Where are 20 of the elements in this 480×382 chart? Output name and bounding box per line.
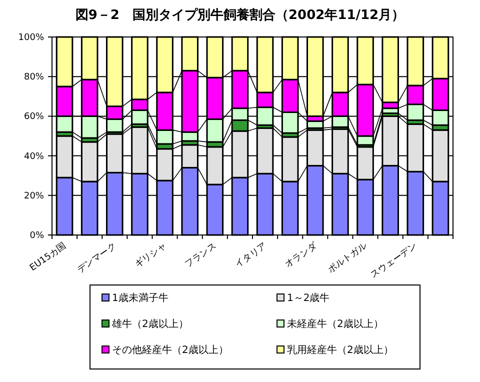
xtick: スウェーデン xyxy=(369,241,420,280)
legend-label: 1歳未満子牛 xyxy=(112,293,168,304)
xtick: イタリア xyxy=(234,241,269,270)
legend-label: 雄牛（2歳以上） xyxy=(112,319,188,330)
legend-label: その他経産牛（2歳以上） xyxy=(112,345,228,356)
xtick: デンマーク xyxy=(76,241,118,276)
legend-label: 乳用経産牛（2歳以上） xyxy=(287,345,394,356)
xtick: ポルトガル xyxy=(326,241,369,276)
legend-label: 未経産牛（2歳以上） xyxy=(287,319,384,330)
ytick: 100% xyxy=(18,33,44,43)
title: 図9－2 国別タイプ別牛飼養割合（2002年11/12月） xyxy=(75,8,405,23)
ytick: 60% xyxy=(24,112,44,122)
legend-label: 1～2歳牛 xyxy=(287,293,330,304)
xtick: フランス xyxy=(183,241,219,270)
ytick: 20% xyxy=(24,191,44,202)
xtick: ギリシャ xyxy=(133,241,168,270)
ytick: 40% xyxy=(24,152,44,162)
ytick: 80% xyxy=(24,72,44,83)
ytick: 0% xyxy=(30,231,44,241)
xtick: オランダ xyxy=(284,241,319,270)
